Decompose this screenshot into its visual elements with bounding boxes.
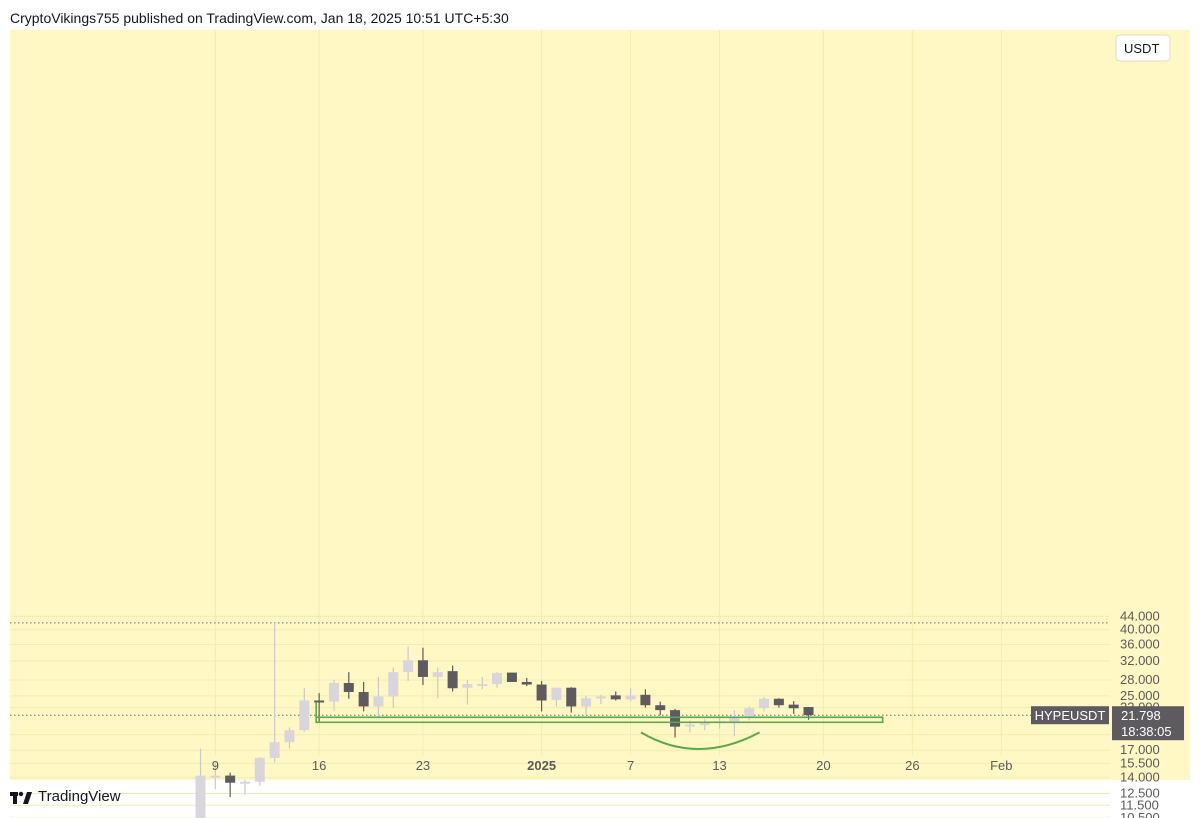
candle-body <box>803 707 814 716</box>
price-tick-label: 28.000 <box>1120 672 1160 687</box>
candle-body <box>566 687 577 707</box>
grid-lines <box>10 30 1110 818</box>
currency-badge <box>1115 34 1171 62</box>
candle-body <box>759 698 770 709</box>
candle-body <box>314 700 325 703</box>
candle-body <box>551 687 562 700</box>
candle-body <box>670 710 681 727</box>
candle-body <box>595 696 606 699</box>
time-tick-label: 7 <box>627 758 634 773</box>
price-axis-background <box>1110 30 1190 780</box>
symbol-label: HYPEUSDT <box>1035 708 1106 723</box>
candle-body <box>403 660 414 673</box>
candle-body <box>655 705 666 711</box>
candle-body <box>299 700 310 731</box>
symbol-label-box <box>1031 706 1109 725</box>
candle-body <box>492 673 503 685</box>
candle-body <box>254 757 265 782</box>
time-tick-label: 23 <box>416 758 430 773</box>
candle-body <box>744 708 755 718</box>
candle-body <box>358 692 369 707</box>
time-tick-label: 16 <box>312 758 326 773</box>
time-axis[interactable]: 9 16 23 2025 7 13 20 26 Feb <box>212 758 1013 773</box>
candle-body <box>521 681 532 685</box>
cup-pattern-curve <box>640 731 761 750</box>
tradingview-logo-icon <box>10 790 32 804</box>
time-tick-label: 20 <box>816 758 830 773</box>
time-tick-label: 2025 <box>527 758 556 773</box>
candle-body <box>284 730 295 743</box>
candle-body <box>625 695 636 700</box>
price-tick-label: 14.000 <box>1120 770 1160 785</box>
price-tick-label: 11.500 <box>1120 797 1159 812</box>
candle-body <box>477 684 488 687</box>
candle-body <box>373 696 384 707</box>
candle-body <box>581 698 592 707</box>
candle-body <box>462 684 473 688</box>
time-tick-label: 26 <box>905 758 919 773</box>
price-tick-label: 17.000 <box>1120 742 1160 757</box>
candle-body <box>640 694 651 706</box>
candle-body <box>328 682 339 702</box>
price-tick-label: 15.500 <box>1120 755 1160 770</box>
candle-body <box>239 781 250 784</box>
price-tick-label: 36.000 <box>1120 637 1160 652</box>
candle-body <box>343 682 354 693</box>
last-price-label: 21.798 <box>1121 708 1161 723</box>
price-tick-label: 25.000 <box>1120 688 1160 703</box>
price-tick-label: 40.000 <box>1120 622 1160 637</box>
candle-body <box>699 723 710 726</box>
candle-body <box>417 660 428 677</box>
candle-body <box>447 671 458 689</box>
footer-brand: TradingView <box>10 788 121 805</box>
plot-background <box>10 30 1110 780</box>
price-tick-label: 44.000 <box>1120 608 1160 623</box>
support-zone-line <box>315 716 884 724</box>
candle-body <box>269 742 280 758</box>
publisher-header: CryptoVikings755 published on TradingVie… <box>10 10 509 26</box>
candle-body <box>225 775 236 783</box>
price-tick-label: 10.500 <box>1120 810 1160 818</box>
price-tick-label: 12.500 <box>1120 786 1160 801</box>
price-tick-label: 32.000 <box>1120 653 1160 668</box>
candle-body <box>684 724 695 727</box>
time-tick-label: 9 <box>212 758 219 773</box>
candle-body <box>788 704 799 709</box>
time-tick-label: Feb <box>990 758 1012 773</box>
currency-label: USDT <box>1124 41 1159 56</box>
candle-body <box>210 775 221 778</box>
candle-body <box>729 717 740 722</box>
annotation-layer <box>10 622 1110 716</box>
candle-body <box>432 672 443 677</box>
time-tick-label: 13 <box>712 758 726 773</box>
candle-body <box>506 672 517 682</box>
drawing-layer <box>315 701 884 750</box>
candle-body <box>388 672 399 697</box>
candle-body <box>773 698 784 706</box>
countdown-label: 18:38:05 <box>1121 724 1172 739</box>
tradingview-brand-text: TradingView <box>38 788 121 805</box>
last-price-box <box>1112 706 1184 741</box>
candle-body <box>195 775 206 818</box>
price-axis[interactable]: 44.00040.00036.00032.00028.00025.00023.0… <box>1115 34 1171 818</box>
candle-body <box>536 684 547 701</box>
candle-body <box>610 695 621 700</box>
